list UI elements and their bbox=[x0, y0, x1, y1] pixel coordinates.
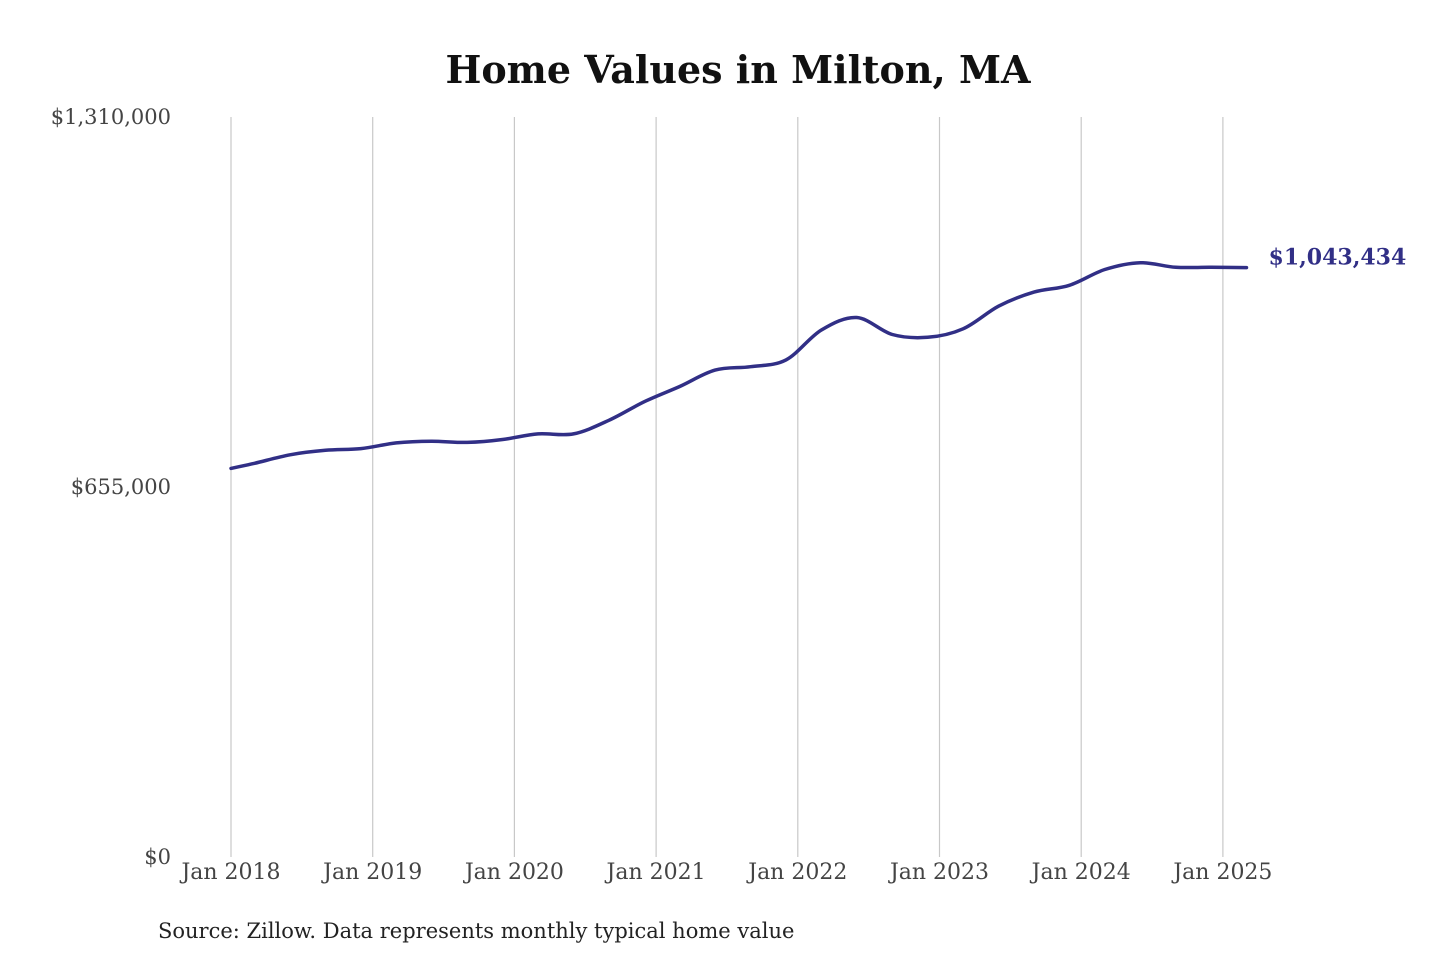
x-tick-label: Jan 2021 bbox=[605, 860, 706, 885]
source-note: Source: Zillow. Data represents monthly … bbox=[158, 919, 794, 943]
y-tick-label: $655,000 bbox=[71, 475, 171, 499]
latest-value-label: $1,043,434 bbox=[1269, 245, 1407, 271]
x-tick-label: Jan 2018 bbox=[179, 860, 280, 885]
x-tick-label: Jan 2022 bbox=[746, 860, 847, 885]
home-value-line bbox=[229, 260, 1249, 471]
x-tick-label: Jan 2019 bbox=[321, 860, 422, 885]
chart-title: Home Values in Milton, MA bbox=[445, 47, 1031, 92]
y-tick-label: $0 bbox=[144, 845, 171, 869]
y-axis: $0 $655,000 $1,310,000 bbox=[51, 105, 171, 869]
x-tick-label: Jan 2023 bbox=[888, 860, 989, 885]
gridlines bbox=[230, 117, 1224, 857]
x-tick-label: Jan 2020 bbox=[463, 860, 564, 885]
x-axis: Jan 2018 Jan 2019 Jan 2020 Jan 2021 Jan 2022… bbox=[179, 860, 1272, 885]
x-tick-label: Jan 2025 bbox=[1171, 860, 1272, 885]
x-tick-label: Jan 2024 bbox=[1030, 860, 1131, 885]
y-tick-label: $1,310,000 bbox=[51, 105, 171, 129]
